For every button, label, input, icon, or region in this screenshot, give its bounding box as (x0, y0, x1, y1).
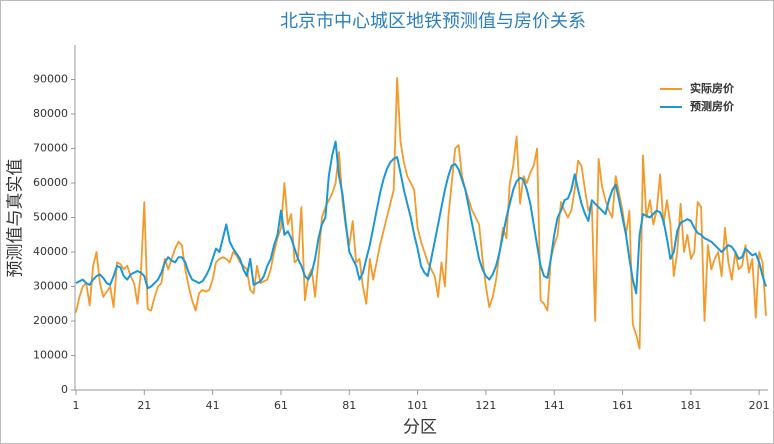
x-tick-label: 81 (342, 399, 356, 412)
chart-title: 北京市中心城区地铁预测值与房价关系 (280, 11, 586, 32)
x-tick-label: 1 (73, 399, 80, 412)
y-tick-label: 80000 (33, 107, 68, 120)
data-line (75, 140, 767, 295)
x-tick-label: 61 (274, 399, 288, 412)
x-tick-label: 21 (137, 399, 151, 412)
x-tick-label: 101 (407, 399, 428, 412)
legend-label: 实际房价 (690, 81, 735, 95)
y-tick-label: 50000 (33, 211, 68, 224)
x-tick-label: 161 (612, 399, 633, 412)
y-tick-label: 40000 (33, 245, 68, 258)
legend-label: 预测房价 (690, 99, 735, 113)
y-tick-label: 60000 (33, 176, 68, 189)
y-tick-label: 90000 (33, 73, 68, 86)
y-tick-label: 30000 (33, 280, 68, 293)
y-tick-label: 0 (61, 383, 68, 396)
y-axis-title: 预测值与真实值 (6, 159, 26, 278)
x-axis-title: 分区 (403, 418, 437, 438)
x-tick-label: 41 (206, 399, 220, 412)
x-tick-label: 201 (749, 399, 770, 412)
x-tick-label: 141 (544, 399, 565, 412)
y-tick-label: 70000 (33, 142, 68, 155)
data-line (75, 76, 767, 350)
x-tick-label: 181 (680, 399, 701, 412)
y-tick-label: 20000 (33, 314, 68, 327)
y-tick-label: 10000 (33, 349, 68, 362)
x-tick-label: 121 (475, 399, 496, 412)
